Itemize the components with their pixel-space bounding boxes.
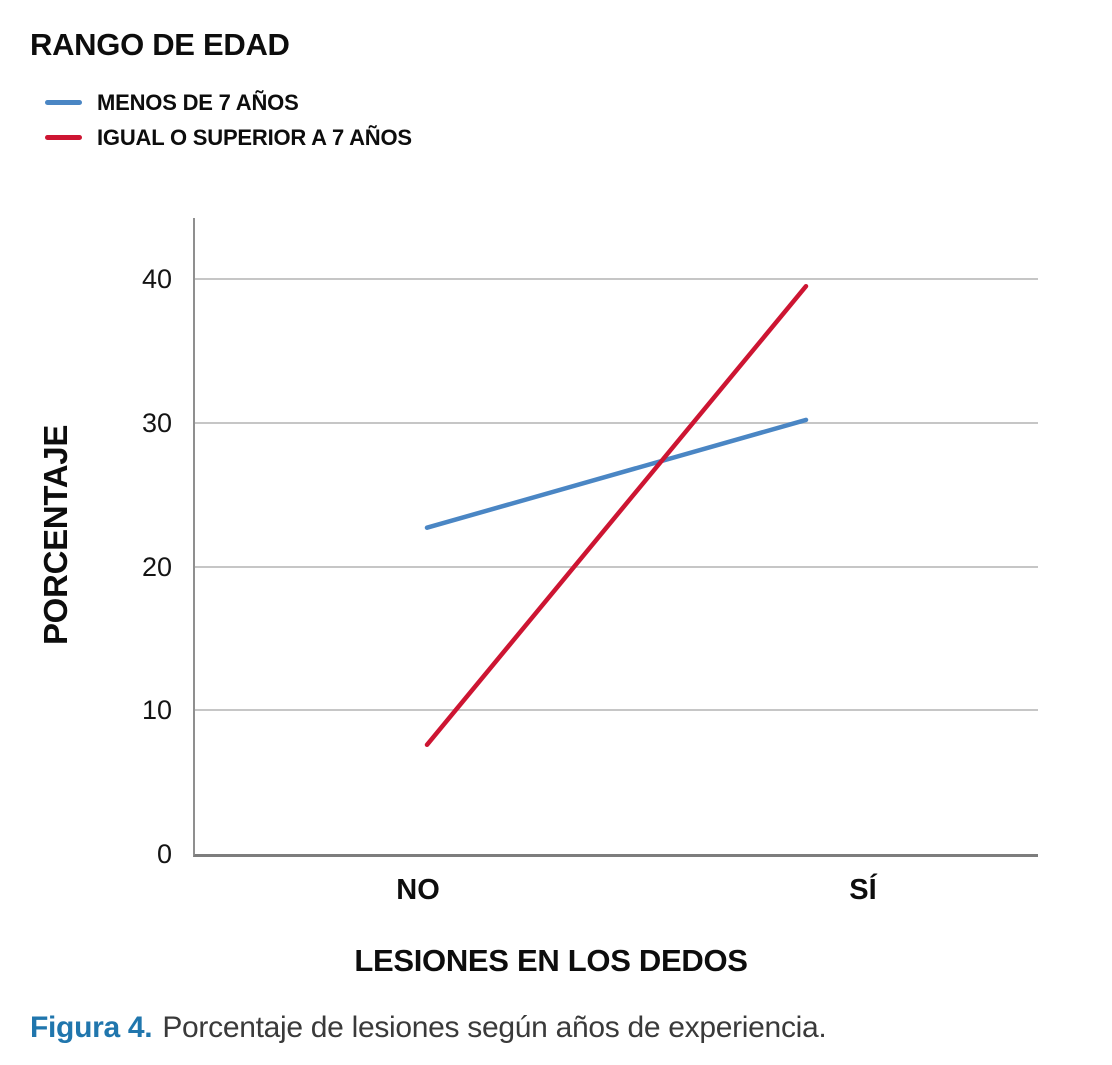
- data-lines-layer: [424, 283, 809, 748]
- plot-area: [193, 218, 1038, 857]
- x-axis-title: LESIONES EN LOS DEDOS: [354, 943, 748, 978]
- legend-item-label: MENOS DE 7 AÑOS: [97, 89, 299, 115]
- legend-title: RANGO DE EDAD: [30, 27, 290, 62]
- gridline: [195, 709, 1038, 712]
- figure-caption-number: Figura 4.: [30, 1011, 153, 1044]
- figure-caption-text: Porcentaje de lesiones según años de exp…: [162, 1011, 827, 1044]
- y-tick-label: 20: [141, 551, 172, 582]
- legend-line-swatch-icon: [45, 100, 82, 105]
- y-axis-title: PORCENTAJE: [37, 424, 74, 646]
- series-line: [424, 417, 809, 530]
- y-tick-label: 0: [156, 839, 172, 869]
- x-tick-label: NO: [396, 874, 440, 906]
- y-tick-label: 40: [141, 264, 172, 294]
- x-tick-label: SÍ: [849, 874, 877, 906]
- legend-line-swatch-icon: [45, 135, 82, 140]
- legend-item: MENOS DE 7 AÑOS: [45, 85, 412, 120]
- gridline: [195, 421, 1038, 424]
- gridline: [195, 278, 1038, 280]
- y-tick-label: 30: [141, 407, 172, 438]
- gridline: [195, 565, 1038, 568]
- y-tick-label: 10: [141, 695, 172, 726]
- legend-items: MENOS DE 7 AÑOS IGUAL O SUPERIOR A 7 AÑOS: [45, 85, 412, 155]
- figure-caption: Figura 4. Porcentaje de lesiones según añ…: [30, 1011, 827, 1045]
- legend-item: IGUAL O SUPERIOR A 7 AÑOS: [45, 120, 412, 155]
- series-line: [424, 283, 809, 748]
- legend-item-label: IGUAL O SUPERIOR A 7 AÑOS: [97, 124, 412, 150]
